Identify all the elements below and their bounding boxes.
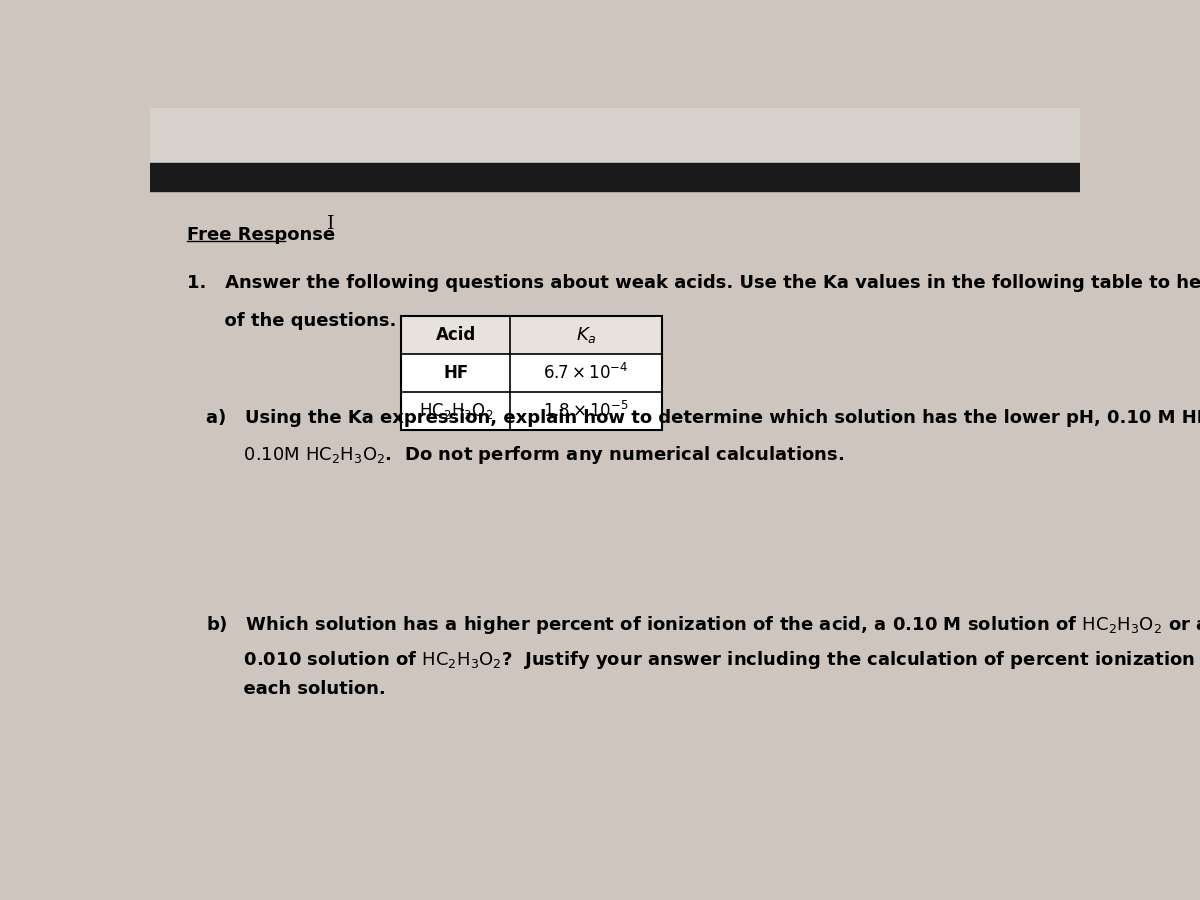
Text: a)   Using the Ka expression, explain how to determine which solution has the lo: a) Using the Ka expression, explain how …: [206, 410, 1200, 427]
Bar: [150, 164, 1080, 191]
Text: b)   Which solution has a higher percent of ionization of the acid, a 0.10 M sol: b) Which solution has a higher percent o…: [206, 614, 1200, 636]
Text: I: I: [326, 215, 335, 233]
Text: HF: HF: [443, 364, 468, 382]
Bar: [150, 108, 1080, 164]
Text: $6.7 \times 10^{-4}$: $6.7 \times 10^{-4}$: [544, 363, 629, 383]
Text: $1.8 \times 10^{-5}$: $1.8 \times 10^{-5}$: [544, 401, 629, 421]
Text: $K_a$: $K_a$: [576, 325, 596, 345]
Text: $0.10\mathrm{M\ HC_2H_3O_2}$.  Do not perform any numerical calculations.: $0.10\mathrm{M\ HC_2H_3O_2}$. Do not per…: [206, 444, 844, 466]
Text: Free Response: Free Response: [187, 226, 335, 244]
Bar: [401, 316, 661, 354]
Text: Acid: Acid: [436, 326, 476, 344]
Text: 1.   Answer the following questions about weak acids. Use the Ka values in the f: 1. Answer the following questions about …: [187, 274, 1200, 292]
Text: each solution.: each solution.: [206, 680, 385, 698]
Bar: [401, 316, 661, 430]
Bar: [401, 316, 661, 430]
Text: 0.010 solution of $\mathrm{HC_2H_3O_2}$?  Justify your answer including the calc: 0.010 solution of $\mathrm{HC_2H_3O_2}$?…: [206, 649, 1200, 670]
Text: $\mathrm{HC_2H_3O_2}$: $\mathrm{HC_2H_3O_2}$: [419, 401, 493, 421]
Text: of the questions.: of the questions.: [187, 312, 396, 330]
